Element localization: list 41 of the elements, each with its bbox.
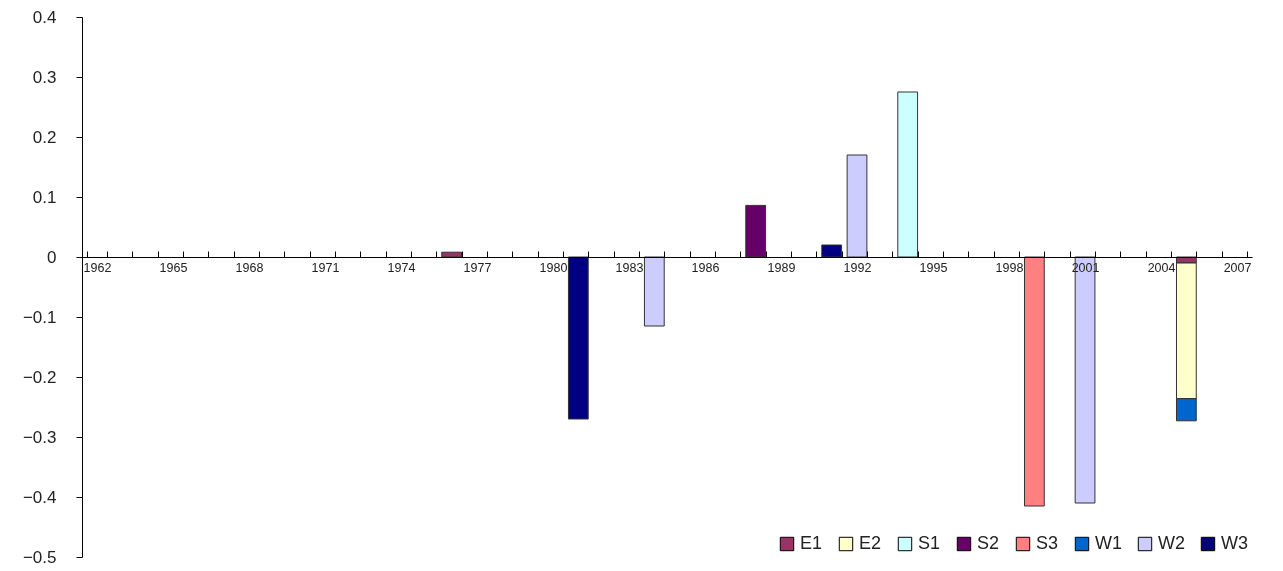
bar (567, 256, 589, 420)
x-tick-label: 1980 (539, 260, 568, 275)
y-tick-label: 0.1 (32, 187, 57, 207)
y-tick-label: −0.4 (22, 487, 57, 507)
x-tick-label: 1995 (919, 260, 948, 275)
legend-label: E1 (800, 533, 823, 553)
legend-label: W3 (1221, 533, 1248, 553)
bar (1023, 256, 1045, 507)
x-tick-label: 2004 (1147, 260, 1176, 275)
legend-label: E2 (859, 533, 882, 553)
bar (897, 91, 919, 258)
x-tick-label: 1989 (767, 260, 796, 275)
x-tick-label: 1983 (615, 260, 644, 275)
x-tick-label: 1971 (311, 260, 340, 275)
y-tick-label: −0.2 (22, 367, 57, 387)
y-tick-label: 0.2 (32, 127, 57, 147)
x-tick-label: 1992 (843, 260, 872, 275)
y-tick-label: −0.3 (22, 427, 57, 447)
y-tick-label: −0.1 (22, 307, 57, 327)
x-tick-label: 2007 (1223, 260, 1252, 275)
y-tick-label: 0 (47, 247, 57, 267)
x-tick-label: 1977 (463, 260, 492, 275)
bar (745, 204, 767, 258)
bar (643, 256, 665, 327)
x-tick-label: 1986 (691, 260, 720, 275)
legend-label: W1 (1095, 533, 1122, 553)
bar (441, 251, 463, 258)
y-tick-label: −0.5 (22, 547, 57, 567)
x-tick-label: 1998 (995, 260, 1024, 275)
bar (821, 244, 843, 258)
x-tick-label: 1968 (235, 260, 264, 275)
x-tick-label: 1974 (387, 260, 416, 275)
legend-label: S1 (918, 533, 941, 553)
legend-label: S2 (977, 533, 1000, 553)
x-tick-label: 1962 (83, 260, 112, 275)
y-tick-label: 0.4 (32, 7, 57, 27)
bar (846, 154, 868, 258)
legend-label: W2 (1158, 533, 1185, 553)
legend-label: S3 (1036, 533, 1059, 553)
x-tick-label: 1965 (159, 260, 188, 275)
y-tick-label: 0.3 (32, 67, 57, 87)
